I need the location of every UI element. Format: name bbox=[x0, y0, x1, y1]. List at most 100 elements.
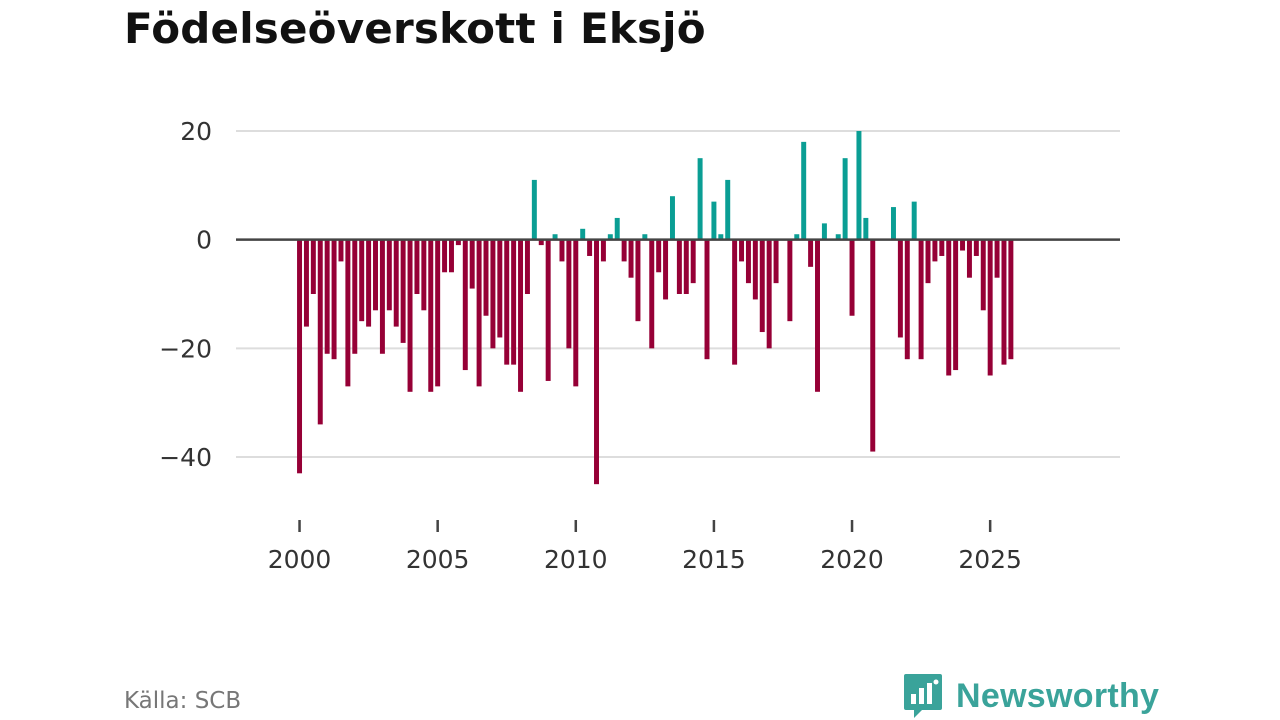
bar bbox=[628, 239, 634, 278]
bar bbox=[518, 239, 524, 392]
bar bbox=[331, 239, 337, 360]
bar bbox=[552, 234, 558, 240]
bar bbox=[297, 239, 303, 474]
bar bbox=[642, 234, 648, 240]
bar bbox=[303, 239, 309, 327]
bar bbox=[455, 239, 461, 246]
bar bbox=[725, 179, 731, 240]
bar bbox=[656, 239, 662, 273]
bar bbox=[794, 234, 800, 240]
bar bbox=[904, 239, 910, 360]
y-tick-label: −40 bbox=[159, 443, 212, 472]
bar bbox=[559, 239, 565, 262]
bar bbox=[801, 141, 807, 240]
bar-chart: 20 0 −20 −40 2000 2005 2010 2015 2020 2025 bbox=[159, 117, 1120, 574]
bar bbox=[897, 239, 903, 338]
bar bbox=[939, 239, 945, 256]
bar bbox=[718, 234, 724, 240]
chart-title: Födelseöverskott i Eksjö bbox=[124, 4, 706, 53]
x-tick-label: 2020 bbox=[820, 545, 884, 574]
bar bbox=[925, 239, 931, 284]
bar bbox=[766, 239, 772, 349]
bar bbox=[704, 239, 710, 360]
bar bbox=[524, 239, 530, 294]
y-tick-label: 20 bbox=[180, 117, 212, 146]
bar bbox=[338, 239, 344, 262]
y-tick-label: −20 bbox=[159, 334, 212, 363]
bar bbox=[683, 239, 689, 294]
bar bbox=[960, 239, 966, 251]
bar bbox=[953, 239, 959, 371]
bar bbox=[870, 239, 876, 452]
bar bbox=[594, 239, 599, 485]
bar bbox=[863, 217, 869, 240]
y-tick-label: 0 bbox=[196, 226, 212, 255]
bar bbox=[504, 239, 510, 365]
bar bbox=[669, 196, 675, 240]
bar bbox=[393, 239, 399, 327]
bar-chart-speech-bubble-icon bbox=[904, 674, 942, 718]
bar bbox=[407, 239, 413, 392]
bar bbox=[966, 239, 972, 278]
bar bbox=[531, 179, 537, 240]
bar bbox=[352, 239, 358, 354]
bar bbox=[946, 239, 952, 376]
bar bbox=[545, 239, 551, 381]
bar bbox=[745, 239, 751, 284]
brand-logo[interactable]: Newsworthy bbox=[902, 672, 1159, 720]
bar bbox=[835, 234, 841, 240]
bar bbox=[1008, 239, 1014, 360]
bar bbox=[573, 239, 579, 387]
bar bbox=[690, 239, 696, 284]
bar bbox=[815, 239, 820, 392]
bar bbox=[469, 239, 475, 289]
bar bbox=[587, 239, 593, 256]
bar bbox=[317, 239, 323, 425]
bar bbox=[359, 239, 365, 322]
bar bbox=[538, 239, 544, 246]
bar bbox=[808, 239, 814, 267]
bar bbox=[759, 239, 765, 333]
bar bbox=[980, 239, 986, 311]
bar bbox=[448, 239, 454, 273]
brand-name: Newsworthy bbox=[956, 676, 1160, 715]
bar bbox=[649, 239, 655, 349]
bar bbox=[511, 239, 517, 365]
bar bbox=[994, 239, 1000, 278]
bar bbox=[497, 239, 503, 338]
x-tick-label: 2015 bbox=[682, 545, 746, 574]
bar bbox=[676, 239, 682, 294]
bar bbox=[614, 217, 620, 240]
bar bbox=[386, 239, 392, 311]
x-tick-label: 2025 bbox=[958, 545, 1022, 574]
source-label: Källa: SCB bbox=[124, 688, 242, 714]
x-tick-label: 2005 bbox=[406, 545, 470, 574]
bar bbox=[580, 228, 586, 240]
bar bbox=[566, 239, 572, 349]
bars bbox=[297, 131, 1014, 485]
axes: 20 0 −20 −40 2000 2005 2010 2015 2020 2025 bbox=[159, 117, 1120, 574]
bar bbox=[711, 201, 717, 240]
bar bbox=[787, 239, 793, 322]
x-tick-label: 2010 bbox=[544, 545, 608, 574]
bar bbox=[366, 239, 372, 327]
bar bbox=[918, 239, 924, 360]
bar bbox=[462, 239, 468, 371]
bar bbox=[911, 201, 917, 240]
bar bbox=[739, 239, 745, 262]
bar bbox=[435, 239, 441, 387]
bar bbox=[483, 239, 489, 316]
bar bbox=[663, 239, 669, 300]
bar bbox=[414, 239, 420, 294]
bar bbox=[842, 158, 848, 240]
x-tick-label: 2000 bbox=[268, 545, 332, 574]
bar bbox=[821, 223, 827, 240]
bar bbox=[490, 239, 496, 349]
bar bbox=[600, 239, 606, 262]
bar bbox=[400, 239, 406, 343]
bar bbox=[635, 239, 641, 322]
bar bbox=[621, 239, 627, 262]
bar bbox=[324, 239, 330, 354]
bar bbox=[890, 207, 896, 240]
bar bbox=[752, 239, 758, 300]
